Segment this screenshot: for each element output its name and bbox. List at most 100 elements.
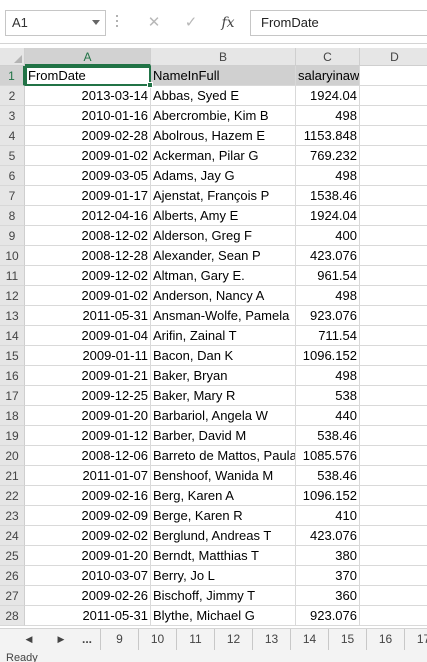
table-cell-c[interactable]: 1085.576: [296, 446, 360, 466]
table-cell-c[interactable]: 923.076: [296, 606, 360, 626]
table-cell-a[interactable]: 2009-03-05: [25, 166, 151, 186]
table-cell-d[interactable]: [360, 66, 427, 86]
table-cell-a[interactable]: 2011-05-31: [25, 306, 151, 326]
drag-handle-icon[interactable]: [115, 12, 119, 32]
table-cell-d[interactable]: [360, 306, 427, 326]
table-cell-a[interactable]: 2009-01-12: [25, 426, 151, 446]
table-cell-d[interactable]: [360, 346, 427, 366]
row-header[interactable]: 4: [0, 126, 25, 146]
table-cell-b[interactable]: Abbas, Syed E: [151, 86, 296, 106]
column-header-d[interactable]: D: [360, 48, 427, 66]
table-cell-d[interactable]: [360, 326, 427, 346]
table-cell-d[interactable]: [360, 86, 427, 106]
sheet-tab[interactable]: 10: [138, 629, 176, 650]
table-cell-a[interactable]: 2009-01-11: [25, 346, 151, 366]
row-header[interactable]: 3: [0, 106, 25, 126]
table-cell-b[interactable]: Barreto de Mattos, Paula: [151, 446, 296, 466]
table-cell-c[interactable]: 1153.848: [296, 126, 360, 146]
row-header[interactable]: 28: [0, 606, 25, 626]
table-cell-d[interactable]: [360, 606, 427, 626]
table-cell-a[interactable]: 2009-01-17: [25, 186, 151, 206]
table-cell-d[interactable]: [360, 146, 427, 166]
row-header[interactable]: 18: [0, 406, 25, 426]
column-header-c[interactable]: C: [296, 48, 360, 66]
table-cell-b[interactable]: Benshoof, Wanida M: [151, 466, 296, 486]
table-cell-b[interactable]: Berglund, Andreas T: [151, 526, 296, 546]
table-cell-d[interactable]: [360, 506, 427, 526]
table-cell-c[interactable]: 961.54: [296, 266, 360, 286]
table-cell-a[interactable]: 2009-02-26: [25, 586, 151, 606]
table-cell-b[interactable]: Abolrous, Hazem E: [151, 126, 296, 146]
sheet-tab[interactable]: 17: [404, 629, 427, 650]
table-cell-a[interactable]: 2009-01-21: [25, 366, 151, 386]
table-cell-a[interactable]: 2009-01-20: [25, 406, 151, 426]
table-cell-a[interactable]: 2009-12-25: [25, 386, 151, 406]
row-header[interactable]: 22: [0, 486, 25, 506]
row-header[interactable]: 13: [0, 306, 25, 326]
sheet-tab[interactable]: 13: [252, 629, 290, 650]
table-cell-b[interactable]: Adams, Jay G: [151, 166, 296, 186]
table-cell-d[interactable]: [360, 466, 427, 486]
header-cell-b[interactable]: NameInFull: [151, 66, 296, 86]
table-cell-b[interactable]: Abercrombie, Kim B: [151, 106, 296, 126]
chevron-down-icon[interactable]: [92, 20, 100, 25]
column-header-b[interactable]: B: [151, 48, 296, 66]
header-cell-a[interactable]: FromDate: [25, 66, 151, 86]
table-cell-d[interactable]: [360, 166, 427, 186]
table-cell-b[interactable]: Berg, Karen A: [151, 486, 296, 506]
table-cell-d[interactable]: [360, 186, 427, 206]
table-cell-a[interactable]: 2009-01-20: [25, 546, 151, 566]
row-header[interactable]: 16: [0, 366, 25, 386]
table-cell-c[interactable]: 711.54: [296, 326, 360, 346]
table-cell-c[interactable]: 1096.152: [296, 486, 360, 506]
table-cell-d[interactable]: [360, 426, 427, 446]
table-cell-b[interactable]: Alberts, Amy E: [151, 206, 296, 226]
table-cell-c[interactable]: 1538.46: [296, 186, 360, 206]
sheet-tab-ellipsis[interactable]: ...: [74, 629, 100, 650]
table-cell-c[interactable]: 923.076: [296, 306, 360, 326]
row-header[interactable]: 20: [0, 446, 25, 466]
table-cell-a[interactable]: 2009-12-02: [25, 266, 151, 286]
row-header[interactable]: 11: [0, 266, 25, 286]
table-cell-d[interactable]: [360, 366, 427, 386]
row-header[interactable]: 17: [0, 386, 25, 406]
table-cell-d[interactable]: [360, 406, 427, 426]
table-cell-b[interactable]: Altman, Gary E.: [151, 266, 296, 286]
table-cell-b[interactable]: Barbariol, Angela W: [151, 406, 296, 426]
row-header[interactable]: 15: [0, 346, 25, 366]
table-cell-c[interactable]: 538: [296, 386, 360, 406]
formula-input[interactable]: FromDate: [250, 10, 427, 36]
table-cell-c[interactable]: 360: [296, 586, 360, 606]
table-cell-c[interactable]: 410: [296, 506, 360, 526]
table-cell-a[interactable]: 2009-02-09: [25, 506, 151, 526]
table-cell-b[interactable]: Alderson, Greg F: [151, 226, 296, 246]
table-cell-d[interactable]: [360, 206, 427, 226]
table-cell-c[interactable]: 769.232: [296, 146, 360, 166]
table-cell-b[interactable]: Berge, Karen R: [151, 506, 296, 526]
name-box[interactable]: A1: [5, 10, 106, 36]
next-sheet-icon[interactable]: ▶: [57, 634, 65, 644]
table-cell-a[interactable]: 2013-03-14: [25, 86, 151, 106]
row-header[interactable]: 14: [0, 326, 25, 346]
table-cell-b[interactable]: Anderson, Nancy A: [151, 286, 296, 306]
table-cell-b[interactable]: Barber, David M: [151, 426, 296, 446]
table-cell-b[interactable]: Alexander, Sean P: [151, 246, 296, 266]
table-cell-c[interactable]: 370: [296, 566, 360, 586]
table-cell-b[interactable]: Ajenstat, François P: [151, 186, 296, 206]
row-header[interactable]: 1: [0, 66, 25, 86]
table-cell-b[interactable]: Berndt, Matthias T: [151, 546, 296, 566]
table-cell-c[interactable]: 1924.04: [296, 86, 360, 106]
row-header[interactable]: 25: [0, 546, 25, 566]
table-cell-b[interactable]: Bischoff, Jimmy T: [151, 586, 296, 606]
table-cell-b[interactable]: Blythe, Michael G: [151, 606, 296, 626]
table-cell-a[interactable]: 2009-02-02: [25, 526, 151, 546]
row-header[interactable]: 24: [0, 526, 25, 546]
table-cell-b[interactable]: Baker, Bryan: [151, 366, 296, 386]
row-header[interactable]: 6: [0, 166, 25, 186]
table-cell-b[interactable]: Ackerman, Pilar G: [151, 146, 296, 166]
table-cell-a[interactable]: 2011-01-07: [25, 466, 151, 486]
table-cell-b[interactable]: Baker, Mary R: [151, 386, 296, 406]
table-cell-c[interactable]: 400: [296, 226, 360, 246]
table-cell-a[interactable]: 2009-02-28: [25, 126, 151, 146]
sheet-tab[interactable]: 15: [328, 629, 366, 650]
